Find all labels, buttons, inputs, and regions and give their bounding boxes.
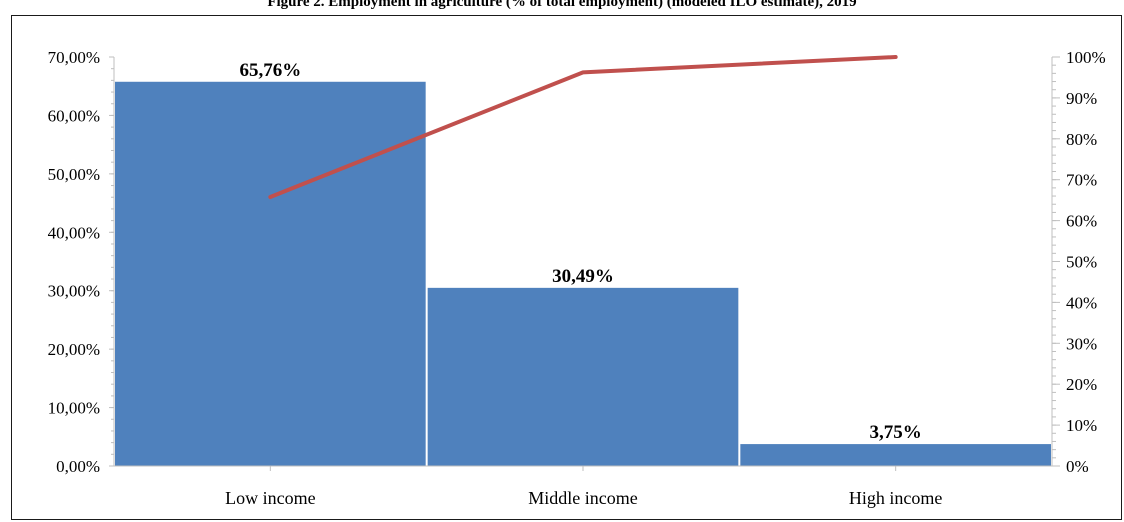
figure-caption: Figure 2. Employment in agriculture (% o… bbox=[267, 0, 857, 10]
y-right-tick-label: 60% bbox=[1066, 212, 1097, 231]
y-right-tick-label: 50% bbox=[1066, 253, 1097, 272]
bar-3 bbox=[740, 444, 1051, 466]
y-right-tick-label: 30% bbox=[1066, 334, 1097, 353]
y-right-tick-label: 90% bbox=[1066, 89, 1097, 108]
y-left-tick-label: 70,00% bbox=[48, 48, 100, 67]
bar-2 bbox=[427, 287, 739, 466]
data-label-3: 3,75% bbox=[870, 422, 922, 443]
data-label-2: 30,49% bbox=[552, 266, 614, 287]
y-left-tick-label: 0,00% bbox=[56, 457, 100, 476]
labels-group: 65,76% 30,49% 3,75% 0,00% 10,00% 20,00% 30,00%… bbox=[48, 48, 1106, 508]
y-right-tick-label: 20% bbox=[1066, 375, 1097, 394]
y-left-tick-label: 10,00% bbox=[48, 399, 100, 418]
y-right-tick-label: 10% bbox=[1066, 416, 1097, 435]
y-left-tick-label: 60,00% bbox=[48, 106, 100, 125]
chart-frame: 65,76% 30,49% 3,75% 0,00% 10,00% 20,00% 30,00%… bbox=[11, 15, 1122, 520]
y-left-tick-label: 50,00% bbox=[48, 165, 100, 184]
axes-group bbox=[109, 56, 1060, 471]
data-label-1: 65,76% bbox=[239, 60, 301, 81]
y-right-tick-label: 80% bbox=[1066, 130, 1097, 149]
pareto-chart: 65,76% 30,49% 3,75% 0,00% 10,00% 20,00% 30,00%… bbox=[48, 48, 1106, 508]
y-left-tick-label: 30,00% bbox=[48, 282, 100, 301]
bars-group bbox=[115, 81, 1051, 466]
x-tick-label: Low income bbox=[225, 488, 315, 508]
y-left-tick-label: 40,00% bbox=[48, 223, 100, 242]
y-right-tick-label: 70% bbox=[1066, 171, 1097, 190]
cumulative-line bbox=[268, 55, 898, 200]
x-tick-label: Middle income bbox=[528, 488, 637, 508]
bar-1 bbox=[115, 81, 426, 466]
y-right-tick-label: 0% bbox=[1066, 457, 1089, 476]
y-right-tick-label: 40% bbox=[1066, 293, 1097, 312]
y-left-tick-label: 20,00% bbox=[48, 340, 100, 359]
cumulative-line-group bbox=[268, 55, 898, 200]
y-right-tick-label: 100% bbox=[1066, 48, 1106, 67]
x-tick-label: High income bbox=[849, 488, 942, 508]
